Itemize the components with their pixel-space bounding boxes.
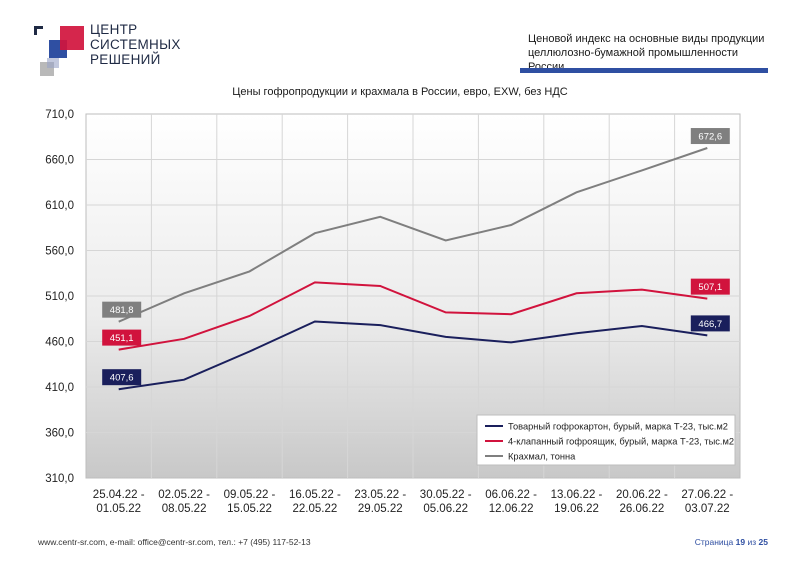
data-label-last: 466,7 xyxy=(698,319,722,330)
data-label-first: 451,1 xyxy=(110,333,134,344)
y-tick-label: 510,0 xyxy=(45,291,74,303)
y-tick-label: 310,0 xyxy=(45,473,74,485)
page-number: 19 xyxy=(735,537,746,547)
data-label-last: 672,6 xyxy=(698,132,722,143)
page-indicator: Страница 19 из 25 xyxy=(695,537,768,547)
header-accent-bar xyxy=(520,68,768,73)
x-tick-label: 26.06.22 xyxy=(620,503,665,515)
y-tick-label: 410,0 xyxy=(45,382,74,394)
data-label-last: 507,1 xyxy=(698,282,722,293)
report-title-line1: Ценовой индекс на основные виды продукци… xyxy=(528,33,765,45)
x-tick-label: 03.07.22 xyxy=(685,503,730,515)
data-label-first: 407,6 xyxy=(110,373,134,384)
x-tick-label: 01.05.22 xyxy=(96,503,141,515)
x-tick-label: 22.05.22 xyxy=(293,503,338,515)
page-total: 25 xyxy=(758,537,768,547)
legend-entry: Товарный гофрокартон, бурый, марка Т-23,… xyxy=(508,422,728,432)
series-line xyxy=(118,320,708,391)
x-tick-label: 12.06.22 xyxy=(489,503,534,515)
data-label-first-box xyxy=(102,301,142,318)
x-tick-label: 20.06.22 - xyxy=(616,489,668,501)
y-tick-label: 610,0 xyxy=(45,200,74,212)
x-tick-label: 02.05.22 - xyxy=(158,489,210,501)
x-tick-label: 27.06.22 - xyxy=(681,489,733,501)
series-line xyxy=(118,281,708,351)
company-name: ЦЕНТР СИСТЕМНЫХ РЕШЕНИЙ xyxy=(90,22,181,67)
x-tick-label: 29.05.22 xyxy=(358,503,403,515)
data-label-first-box xyxy=(102,369,142,386)
company-logo xyxy=(34,26,84,76)
y-tick-label: 560,0 xyxy=(45,246,74,258)
chart-title: Цены гофропродукции и крахмала в России,… xyxy=(232,86,568,98)
legend-entry: 4-клапанный гофроящик, бурый, марка Т-23… xyxy=(508,437,734,447)
data-label-last-box xyxy=(690,278,730,295)
report-title: Ценовой индекс на основные виды продукци… xyxy=(528,32,768,74)
x-tick-label: 06.06.22 - xyxy=(485,489,537,501)
x-tick-label: 25.04.22 - xyxy=(93,489,145,501)
y-tick-label: 710,0 xyxy=(45,109,74,121)
x-tick-label: 05.06.22 xyxy=(423,503,468,515)
x-tick-label: 15.05.22 xyxy=(227,503,272,515)
y-tick-label: 460,0 xyxy=(45,337,74,349)
x-tick-label: 23.05.22 - xyxy=(354,489,406,501)
x-tick-label: 08.05.22 xyxy=(162,503,207,515)
page-word: Страница xyxy=(694,537,734,547)
data-label-last-box xyxy=(690,315,730,332)
footer-contacts: www.centr-sr.com, e-mail: office@centr-s… xyxy=(38,537,311,547)
x-tick-label: 16.05.22 - xyxy=(289,489,341,501)
y-tick-label: 360,0 xyxy=(45,428,74,440)
legend xyxy=(476,414,736,466)
company-name-line3: РЕШЕНИЙ xyxy=(90,52,161,67)
x-tick-label: 19.06.22 xyxy=(554,503,599,515)
company-name-line2: СИСТЕМНЫХ xyxy=(90,37,181,52)
data-label-last-box xyxy=(690,128,730,145)
legend-entry: Крахмал, тонна xyxy=(508,452,576,462)
x-tick-label: 30.05.22 - xyxy=(420,489,472,501)
x-tick-label: 09.05.22 - xyxy=(224,489,276,501)
data-label-first: 481,8 xyxy=(110,305,134,316)
data-label-first-box xyxy=(102,329,142,346)
y-tick-label: 660,0 xyxy=(45,155,74,167)
x-tick-label: 13.06.22 - xyxy=(551,489,603,501)
series-line xyxy=(118,147,708,323)
page-of-word: из xyxy=(747,537,757,547)
company-name-line1: ЦЕНТР xyxy=(90,22,138,37)
